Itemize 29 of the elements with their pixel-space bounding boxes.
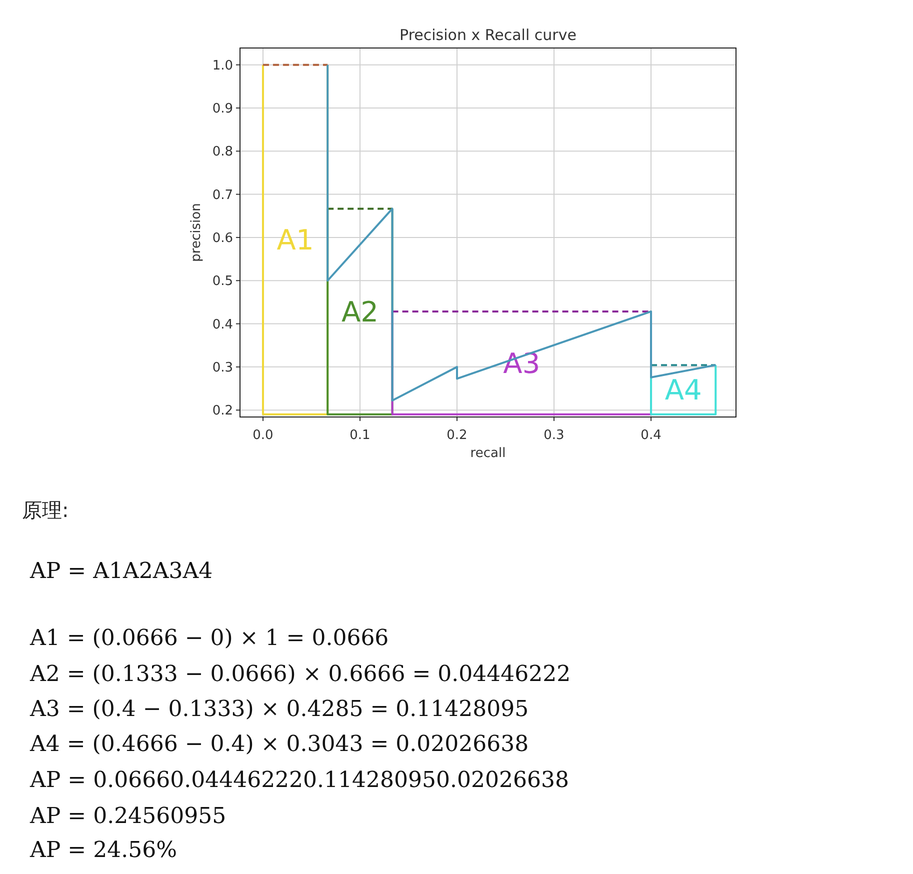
y-tick: 0.3: [212, 360, 233, 376]
x-tick: 0.0: [252, 428, 274, 443]
annotation: A2 = (0.1333 − 0.0666) × 0.6666 = 0.04446222: [30, 662, 571, 687]
series-name: A4: [664, 374, 702, 407]
title: Precision x Recall curve: [400, 26, 576, 44]
x-tick: 0.1: [350, 428, 370, 443]
series-name: A1: [276, 224, 314, 257]
annotation: 原理:: [22, 498, 69, 522]
y-tick: 0.2: [212, 404, 233, 419]
x-tick: 0.4: [640, 428, 662, 443]
series-name: A2: [341, 296, 378, 329]
annotation: A3 = (0.4 − 0.1333) × 0.4285 = 0.11428095: [30, 697, 529, 722]
annotation: AP = 24.56%: [30, 838, 177, 863]
xlabel: recall: [470, 446, 506, 461]
y-tick: 0.8: [212, 144, 233, 160]
annotation: A4 = (0.4666 − 0.4) × 0.3043 = 0.02026638: [30, 732, 529, 757]
x-tick: 0.2: [446, 428, 468, 443]
y-tick: 0.4: [212, 317, 233, 332]
x-tick: 0.3: [544, 428, 564, 443]
annotation: AP = A1A2A3A4: [30, 559, 213, 584]
annotation: AP = 0.06660.044462220.114280950.02026638: [30, 768, 569, 793]
y-tick: 1.0: [212, 58, 233, 74]
annotation: A1 = (0.0666 − 0) × 1 = 0.0666: [30, 626, 389, 651]
annotation: AP = 0.24560955: [30, 804, 226, 829]
ylabel: precision: [189, 203, 204, 262]
y-tick: 0.7: [212, 188, 233, 203]
y-tick: 0.9: [212, 102, 233, 116]
y-tick: 0.5: [212, 274, 233, 290]
y-tick: 0.6: [212, 230, 233, 246]
